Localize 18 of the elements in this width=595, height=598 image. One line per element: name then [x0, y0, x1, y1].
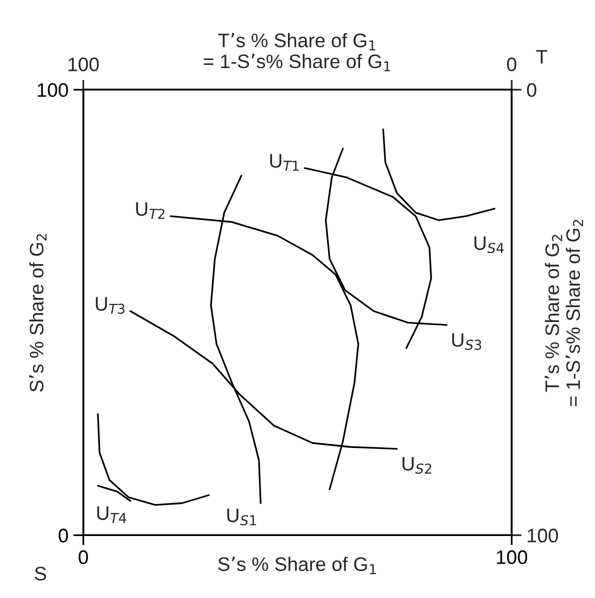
annotation: U$_{S3}$	[452, 333, 482, 350]
annotation: U$_{S2}$	[402, 457, 432, 474]
y2-axis-title: T’s % Share of G$_{2}$ = 1-S’s% Share of G$_{2}$	[544, 220, 584, 406]
y2-tick-label: 0	[527, 83, 536, 97]
annotation: U$_{T1}$	[270, 154, 299, 171]
annotation: U$_{T4}$	[97, 506, 126, 523]
annotation: U$_{T3}$	[96, 297, 124, 314]
text: S	[34, 566, 46, 581]
annotation: U$_{T2}$	[136, 202, 164, 219]
annotation: U$_{S1}$	[227, 508, 256, 526]
x-axis-title: S’s % Share of G$_{1}$	[218, 556, 376, 574]
y-axis-title: S’s % Share of G$_{2}$	[29, 234, 47, 392]
x2-tick-label: 0	[507, 58, 516, 72]
text: T	[536, 50, 548, 64]
x2-tick-label: 100	[68, 58, 99, 72]
annotation: U$_{S4}$	[474, 236, 504, 254]
x2-axis-title: T’s % Share of G$_{1}$ = 1-S’s% Share of G$_{1}$	[204, 32, 390, 72]
y2-tick-label: 100	[528, 528, 558, 542]
